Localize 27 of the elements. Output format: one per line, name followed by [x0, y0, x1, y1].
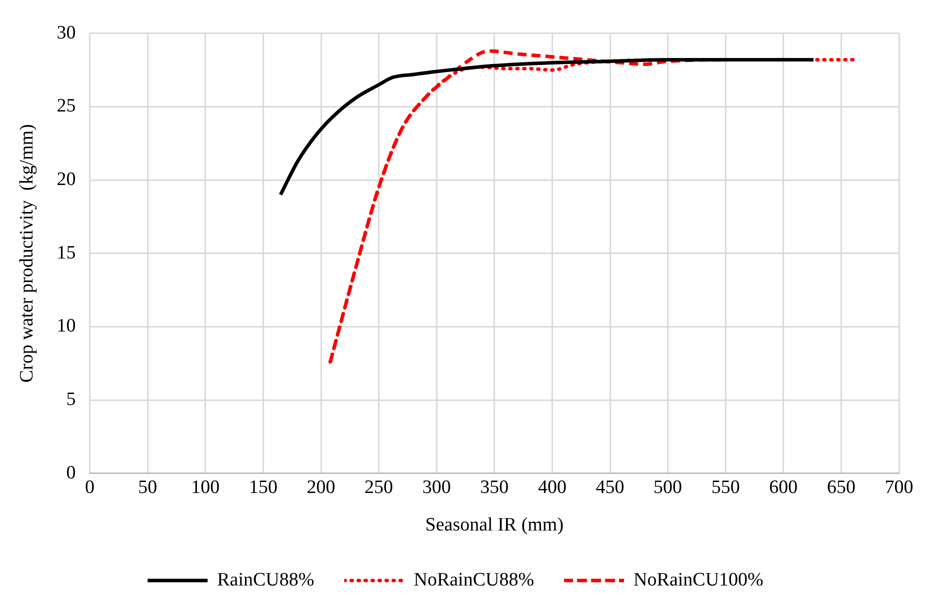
legend-label: NoRainCU100%: [634, 569, 764, 590]
x-axis-title: Seasonal IR (mm): [425, 514, 564, 536]
legend-label: RainCU88%: [217, 569, 314, 590]
x-tick-label: 350: [480, 476, 509, 498]
x-tick-label: 500: [654, 476, 682, 498]
x-tick-label: 50: [138, 476, 158, 498]
x-tick-label: 0: [85, 476, 95, 498]
y-tick-label: 15: [56, 242, 76, 264]
y-axis-title: Crop water productivity (kg/mm): [16, 124, 38, 383]
x-tick-label: 150: [248, 476, 278, 498]
x-tick-label: 300: [422, 476, 451, 498]
y-tick-label: 20: [56, 169, 76, 190]
y-tick-label: 0: [66, 462, 76, 484]
x-tick-label: 450: [596, 476, 624, 498]
y-tick-label: 25: [56, 96, 76, 117]
x-tick-label: 250: [364, 476, 394, 498]
y-tick-label: 5: [66, 389, 76, 410]
x-tick-label: 600: [769, 476, 798, 498]
x-tick-label: 700: [884, 476, 914, 498]
legend-label: NoRainCU88%: [414, 569, 534, 590]
y-tick-label: 10: [56, 316, 76, 337]
y-tick-label: 30: [56, 22, 76, 44]
x-tick-label: 650: [826, 476, 856, 498]
x-tick-label: 100: [191, 476, 220, 498]
x-tick-label: 200: [306, 476, 336, 498]
x-tick-label: 550: [711, 476, 740, 498]
x-tick-label: 400: [538, 476, 566, 498]
